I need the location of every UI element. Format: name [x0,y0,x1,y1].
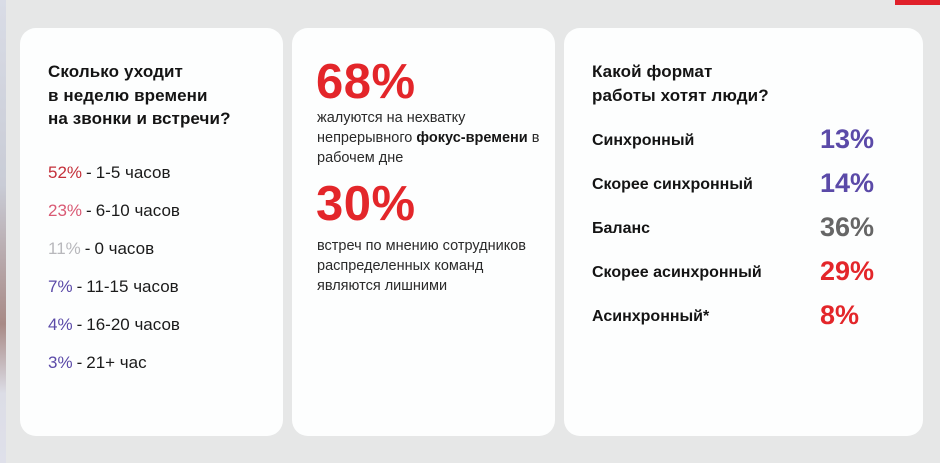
hours-label: 16-20 часов [86,315,180,334]
hours-list-item: 11% -0 часов [48,237,180,275]
hours-percent: 52% [48,163,83,182]
format-label: Синхронный [592,132,695,149]
format-label: Скорее синхронный [592,176,753,193]
hours-label: 6-10 часов [95,201,180,220]
format-label: Баланс [592,220,651,237]
format-label: Асинхронный* [592,308,710,325]
hours-separator: - [86,201,92,220]
stat-focus-text-end: в рабочем дне [317,130,540,166]
hours-card-title: Сколько уходит в неделю времени на звонк… [48,62,231,128]
hours-list-item: 7% -11-15 часов [48,275,180,313]
stat-focus-value: 68% [316,55,416,109]
hours-percent: 11% [48,239,81,258]
hours-label: 0 часов [94,239,155,258]
hours-separator: - [84,239,91,258]
hours-separator: - [76,277,83,296]
format-row: Асинхронный* 8% [592,300,912,344]
format-label: Скорее асинхронный [592,264,762,281]
stat-meetings-value: 30% [316,177,416,231]
format-value: 36% [820,212,875,242]
hours-card: Сколько уходит в неделю времени на звонк… [20,28,283,436]
format-card: Какой формат работы хотят люди? Синхронн… [564,28,923,436]
hours-list-item: 52% -1-5 часов [48,161,180,199]
format-value: 29% [820,256,875,286]
format-value: 14% [820,168,875,198]
left-edge-image-fragment [0,0,6,463]
stats-card: 68% жалуются на нехватку непрерывного фо… [292,28,555,436]
format-list: Синхронный 13% Скорее синхронный 14% Бал… [592,124,912,344]
hours-percent: 4% [48,315,73,334]
hours-separator: - [76,315,83,334]
hours-list: 52% -1-5 часов 23% -6-10 часов 11% -0 часов… [48,161,180,389]
hours-percent: 7% [48,277,73,296]
format-row: Баланс 36% [592,212,912,256]
format-value: 8% [820,300,860,330]
hours-label: 21+ час [86,353,147,372]
hours-list-item: 3% -21+ час [48,351,180,389]
hours-percent: 3% [48,353,73,372]
format-row: Скорее синхронный 14% [592,168,912,212]
hours-label: 1-5 часов [95,163,171,182]
stat-focus-text-bold: фокус-времени [416,130,528,146]
format-card-title: Какой формат работы хотят люди? [592,62,769,105]
hours-separator: - [86,163,92,182]
stat-focus-description: жалуются на нехватку непрерывного фокус-… [317,108,547,168]
stat-focus-text-start: жалуются на нехватку непрерывного [317,110,466,146]
format-row: Синхронный 13% [592,124,912,168]
format-value: 13% [820,124,875,154]
hours-list-item: 23% -6-10 часов [48,199,180,237]
hours-label: 11-15 часов [86,277,179,296]
corner-accent-bar [895,0,940,5]
hours-list-item: 4% -16-20 часов [48,313,180,351]
hours-percent: 23% [48,201,83,220]
hours-separator: - [76,353,83,372]
format-row: Скорее асинхронный 29% [592,256,912,300]
stat-meetings-description: встреч по мнению сотрудников распределен… [317,238,526,294]
